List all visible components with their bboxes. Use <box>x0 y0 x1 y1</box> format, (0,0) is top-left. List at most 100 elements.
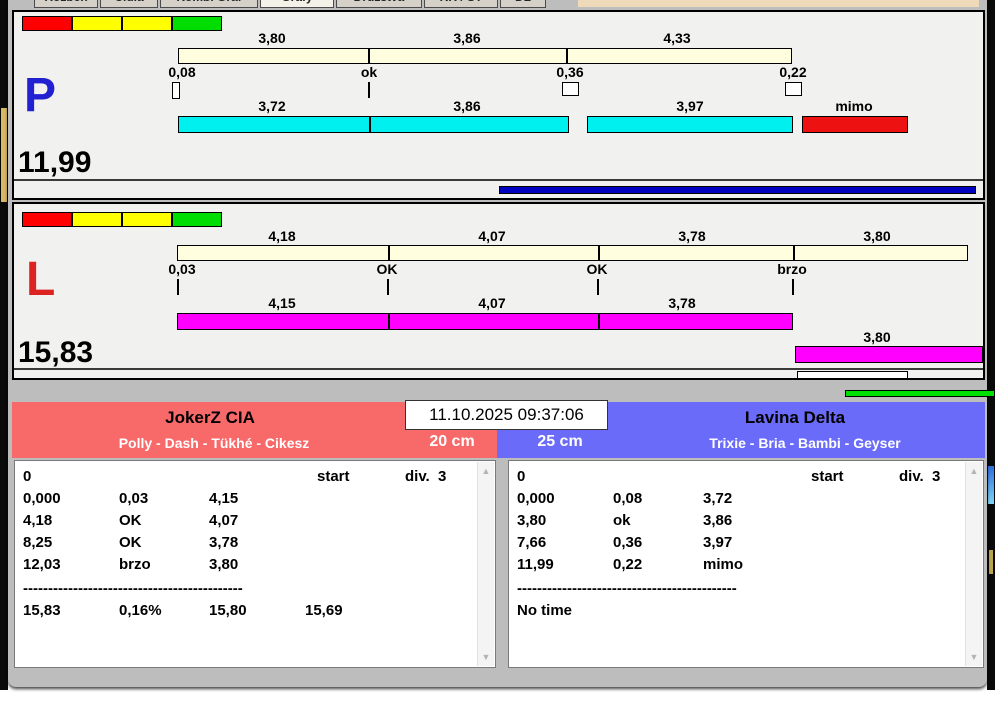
log-cell: OK <box>119 534 142 551</box>
desktop-edge-left <box>0 0 8 690</box>
run-bar-divider <box>388 313 390 330</box>
run-log-left[interactable]: 0 start div. 3 0,000 0,03 4,15 4,18 OK 4… <box>14 460 496 668</box>
cross-marker-tick <box>368 82 370 98</box>
clock-text: 11.10.2025 09:37:06 <box>429 405 584 424</box>
tab-cidla[interactable]: Čidla <box>100 0 158 8</box>
scroll-down-icon[interactable]: ▼ <box>481 652 491 662</box>
fault-bar <box>802 116 908 133</box>
scroll-up-icon[interactable]: ▲ <box>969 466 979 476</box>
scroll-up-icon[interactable]: ▲ <box>481 466 491 476</box>
panel-divider-line <box>14 368 983 370</box>
tab-kombi-graf[interactable]: Kombi Graf <box>160 0 258 8</box>
cross-label: OK <box>586 261 608 277</box>
scrollbar[interactable]: ▲ ▼ <box>965 462 982 666</box>
tab-rozbeh[interactable]: Rozběh <box>34 0 98 8</box>
progress-bar-blue <box>499 186 976 194</box>
desktop-icon-label <box>989 550 993 574</box>
run-bar <box>587 116 793 133</box>
log-cell: 4,18 <box>23 512 53 529</box>
late-run-bar <box>795 346 983 363</box>
team-name-right: Lavina Delta <box>744 408 846 427</box>
cross-label: ok <box>360 64 378 80</box>
log-cell: 3,80 <box>517 512 547 529</box>
log-cell: 12,03 <box>23 556 61 573</box>
run-label: 3,97 <box>676 98 704 114</box>
log-cell: brzo <box>119 556 151 573</box>
run-log-right[interactable]: 0 start div. 3 0,000 0,08 3,72 3,80 ok 3… <box>508 460 984 668</box>
traffic-yellow-segment <box>72 16 122 31</box>
scale-bar <box>177 245 968 261</box>
run-label: 3,78 <box>668 295 696 311</box>
traffic-green-segment <box>172 16 222 31</box>
desktop-icon[interactable] <box>988 466 994 504</box>
scroll-down-icon[interactable]: ▼ <box>969 652 979 662</box>
log-cell: 0,22 <box>613 556 643 573</box>
run-bar <box>178 116 569 133</box>
log-start-label: start <box>317 468 350 485</box>
team-lineup-left: Polly - Dash - Tükhé - Cikesz <box>118 435 310 451</box>
log-pos: 0 <box>23 468 32 485</box>
log-cell: mimo <box>703 556 744 573</box>
split-label: 3,86 <box>453 30 481 46</box>
run-bar <box>177 313 793 330</box>
scale-bar <box>178 48 792 64</box>
run-label: 3,72 <box>258 98 286 114</box>
tab-bar: Rozběh Čidla Kombi Graf Grafy Družstva K… <box>8 0 987 8</box>
log-cell: ok <box>613 512 631 529</box>
log-pos: 0 <box>517 468 526 485</box>
tab-druzstva[interactable]: Družstva <box>336 0 422 8</box>
cross-label: brzo <box>777 261 807 277</box>
cross-marker-box <box>562 82 579 96</box>
start-marker <box>172 82 180 99</box>
progress-bar-green <box>845 390 995 397</box>
lane-panel-l: 4,18 4,07 3,78 3,80 0,03 OK OK brzo 4,15… <box>12 202 985 380</box>
traffic-yellow-segment <box>122 212 172 227</box>
tab-dl[interactable]: DL <box>500 0 546 8</box>
log-division: div. 3 <box>899 468 941 485</box>
tab-grafy[interactable]: Grafy <box>260 0 334 8</box>
background-window-strip <box>578 0 979 7</box>
scrollbar[interactable]: ▲ ▼ <box>477 462 494 666</box>
lane-panel-p: 3,80 3,86 4,33 0,08 ok 0,36 0,22 3,72 3,… <box>12 10 985 200</box>
team-name-left: JokerZ CIA <box>165 408 255 427</box>
fault-label: mimo <box>835 98 873 114</box>
panel-divider-line <box>14 179 983 181</box>
split-label: 4,33 <box>663 30 691 46</box>
lane-letter-l: L <box>26 253 56 306</box>
log-cell: 3,97 <box>703 534 733 551</box>
traffic-green-segment <box>172 212 222 227</box>
traffic-yellow-segment <box>122 16 172 31</box>
traffic-light-p <box>22 16 226 31</box>
cross-label: OK <box>376 261 398 277</box>
log-cell: 0,36 <box>613 534 643 551</box>
cross-marker-tick <box>792 279 794 295</box>
scale-tick <box>793 245 795 261</box>
jump-height-left: 20 cm <box>429 433 475 450</box>
traffic-red-segment <box>22 212 72 227</box>
lane-total-p: 11,99 <box>18 146 92 179</box>
log-summary-cell: 0,16% <box>119 602 162 619</box>
cross-marker-tick <box>387 279 389 295</box>
split-label: 3,78 <box>678 228 706 244</box>
log-division: div. 3 <box>405 468 447 485</box>
jump-height-right: 25 cm <box>537 433 583 450</box>
scale-tick <box>388 245 390 261</box>
log-cell: 3,72 <box>703 490 733 507</box>
cross-label: 0,08 <box>168 64 196 80</box>
split-label: 4,18 <box>268 228 296 244</box>
traffic-light-l <box>22 212 226 227</box>
run-label: 4,07 <box>478 295 506 311</box>
cross-marker-tick <box>177 279 179 295</box>
run-label: 3,86 <box>453 98 481 114</box>
cross-label: 0,03 <box>168 261 196 277</box>
log-cell: 0,03 <box>119 490 149 507</box>
tab-kr-st[interactable]: KR / ST <box>424 0 498 8</box>
team-lineup-right: Trixie - Bria - Bambi - Geyser <box>709 435 901 451</box>
log-cell: 4,07 <box>209 512 239 529</box>
log-cell: 3,86 <box>703 512 733 529</box>
cross-label: 0,22 <box>779 64 807 80</box>
log-rule: ----------------------------------------… <box>23 580 243 597</box>
log-cell: 4,15 <box>209 490 239 507</box>
scale-tick <box>598 245 600 261</box>
